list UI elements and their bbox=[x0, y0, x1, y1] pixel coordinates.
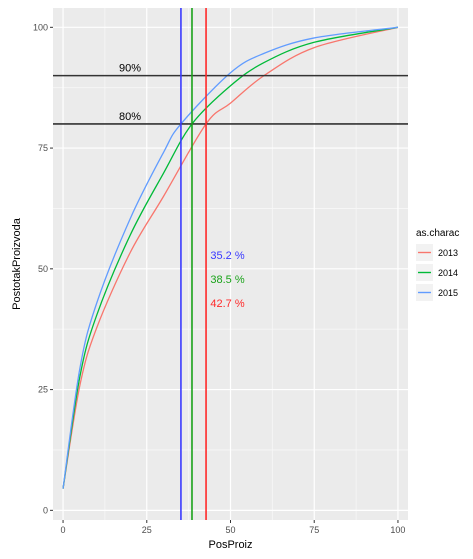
legend-label-2015: 2015 bbox=[438, 288, 458, 298]
grid-lines bbox=[53, 8, 408, 520]
series-line-2015 bbox=[62, 26, 399, 489]
x-tick-label: 100 bbox=[390, 525, 405, 535]
y-tick-label: 25 bbox=[38, 385, 48, 395]
x-tick-label: 0 bbox=[61, 525, 66, 535]
y-tick-label: 0 bbox=[43, 505, 48, 515]
y-tick-label: 100 bbox=[33, 22, 48, 32]
x-axis-title: PosProiz bbox=[208, 539, 252, 551]
legend-label-2013: 2013 bbox=[438, 248, 458, 258]
axes: 0 25 50 75 100 0 25 50 75 100 bbox=[33, 22, 405, 535]
legend-label-2014: 2014 bbox=[438, 268, 458, 278]
y-tick-label: 50 bbox=[38, 264, 48, 274]
series-line-2014 bbox=[62, 26, 399, 489]
x-tick-label: 50 bbox=[225, 525, 235, 535]
x-tick-label: 75 bbox=[309, 525, 319, 535]
series-line-2013 bbox=[62, 26, 399, 489]
vline-label-42.7: 42.7 % bbox=[210, 298, 244, 310]
reference-lines: 90% 80% 35.2 % 38.5 % 42.7 % bbox=[53, 8, 408, 520]
y-tick-label: 75 bbox=[38, 143, 48, 153]
vline-label-35.2: 35.2 % bbox=[210, 250, 244, 262]
x-tick-label: 25 bbox=[142, 525, 152, 535]
hline-label-90: 90% bbox=[119, 63, 141, 75]
y-axis-title: PostotakProizvoda bbox=[11, 217, 23, 310]
vline-label-38.5: 38.5 % bbox=[210, 274, 244, 286]
legend: as.charac 2013 2014 2015 bbox=[416, 228, 459, 301]
legend-title: as.charac bbox=[416, 228, 459, 239]
series-layer bbox=[62, 26, 399, 489]
hline-label-80: 80% bbox=[119, 111, 141, 123]
